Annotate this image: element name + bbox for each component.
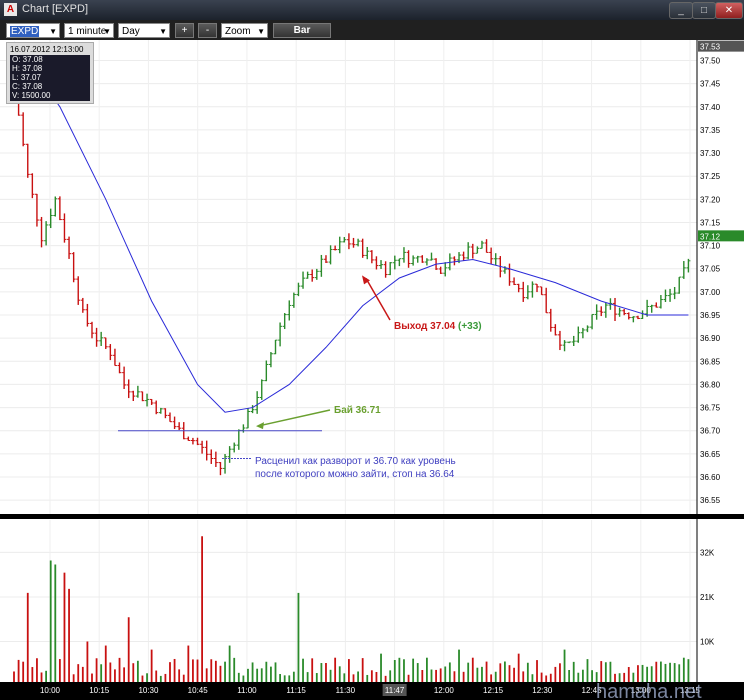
top-price-label: 37.53 bbox=[700, 43, 721, 52]
time-tick-label: 12:45 bbox=[582, 686, 603, 695]
chevron-down-icon: ▼ bbox=[49, 27, 57, 36]
ohlc-open: O: 37.08 bbox=[12, 55, 43, 64]
time-tick-label: 10:45 bbox=[188, 686, 209, 695]
price-tick-label: 36.90 bbox=[700, 334, 721, 343]
chart-type-button[interactable]: Bar bbox=[273, 23, 331, 38]
time-axis-bg bbox=[0, 682, 744, 700]
price-tick-label: 37.20 bbox=[700, 195, 721, 204]
time-tick-label: 10:15 bbox=[89, 686, 110, 695]
symbol-select[interactable]: EXPD ▼ bbox=[6, 23, 60, 38]
range-value: Day bbox=[122, 26, 140, 37]
volume-axis-bg bbox=[697, 519, 744, 682]
window-title: Chart [EXPD] bbox=[22, 3, 89, 15]
exit-arrow-head bbox=[362, 275, 370, 285]
time-tick-label: 11:15 bbox=[286, 686, 306, 695]
volume-tick-label: 32K bbox=[700, 548, 715, 557]
buy-arrow-head bbox=[256, 422, 264, 430]
symbol-value: EXPD bbox=[10, 26, 40, 37]
ohlc-volume: V: 1500.00 bbox=[12, 91, 51, 100]
chart-axes: 37.53 37.50 37.45 37.40 37.35 37.30 37.25 37.20… bbox=[0, 40, 744, 700]
ohlc-close: C: 37.08 bbox=[12, 82, 43, 91]
time-tick-label: 12:00 bbox=[434, 686, 455, 695]
price-tick-label: 37.25 bbox=[700, 172, 721, 181]
ohlc-date: 16.07.2012 12:13:00 bbox=[10, 45, 84, 54]
ohlc-tooltip: 16.07.2012 12:13:00 O: 37.08 H: 37.08 L:… bbox=[6, 42, 94, 104]
price-tick-label: 36.75 bbox=[700, 404, 721, 413]
price-tick-label: 36.65 bbox=[700, 450, 721, 459]
chart-toolbar: EXPD ▼ 1 minute ▼ Day ▼ + - Zoom ▼ Bar bbox=[0, 20, 744, 40]
zoom-out-button[interactable]: - bbox=[198, 23, 217, 38]
note-line-2: после которого можно зайти, стоп на 36.6… bbox=[255, 469, 455, 480]
time-tick-label: 11:00 bbox=[237, 686, 257, 695]
window-titlebar: A Chart [EXPD] _ □ ✕ bbox=[0, 0, 744, 21]
zoom-select[interactable]: Zoom ▼ bbox=[221, 23, 268, 38]
minimize-button[interactable]: _ bbox=[669, 2, 693, 19]
price-tick-label: 36.80 bbox=[700, 380, 721, 389]
chevron-down-icon: ▼ bbox=[159, 27, 167, 36]
price-tick-label: 37.35 bbox=[700, 126, 721, 135]
chart-annotations: Бай 36.71 Выход 37.04 (+33) Расценил как… bbox=[118, 275, 702, 700]
time-tick-label: 12:30 bbox=[532, 686, 553, 695]
exit-gain-label: (+33) bbox=[458, 321, 482, 332]
volume-tick-label: 10K bbox=[700, 638, 715, 647]
time-tick-label: 11:30 bbox=[336, 686, 356, 695]
price-tick-label: 37.30 bbox=[700, 149, 721, 158]
time-tick-label: 13:00 bbox=[631, 686, 652, 695]
time-tick-label: 10:00 bbox=[40, 686, 61, 695]
interval-select[interactable]: 1 minute ▼ bbox=[64, 23, 114, 38]
buy-annotation: Бай 36.71 bbox=[334, 405, 381, 416]
top-price-marker bbox=[698, 40, 744, 52]
moving-average-line bbox=[13, 41, 689, 413]
price-tick-label: 36.70 bbox=[700, 427, 721, 436]
volume-pane-bg bbox=[0, 519, 697, 682]
exit-arrow-line bbox=[365, 277, 391, 321]
exit-price-label: Выход 37.04 bbox=[394, 321, 456, 332]
price-tick-label: 37.50 bbox=[700, 57, 721, 66]
volume-pane bbox=[0, 519, 697, 682]
ohlc-high: H: 37.08 bbox=[12, 64, 43, 73]
price-tick-label: 37.05 bbox=[700, 265, 721, 274]
price-pane bbox=[0, 40, 697, 514]
price-chart[interactable]: 37.53 37.50 37.45 37.40 37.35 37.30 37.25 37.20… bbox=[0, 40, 744, 700]
price-tick-label: 36.55 bbox=[700, 496, 721, 505]
interval-value: 1 minute bbox=[68, 26, 107, 37]
maximize-button[interactable]: □ bbox=[692, 2, 716, 19]
note-line-1: Расценил как разворот и 36.70 как уровен… bbox=[255, 456, 456, 467]
price-axis-bg bbox=[697, 40, 744, 514]
exit-annotation: Выход 37.04 (+33) bbox=[394, 321, 482, 332]
price-tick-label: 37.00 bbox=[700, 288, 721, 297]
current-price-label: 37.12 bbox=[700, 232, 721, 241]
range-select[interactable]: Day ▼ bbox=[118, 23, 170, 38]
time-tick-label: 11:47 bbox=[385, 686, 405, 695]
chevron-down-icon: ▼ bbox=[103, 27, 111, 36]
app-icon: A bbox=[4, 3, 17, 16]
current-price-marker bbox=[698, 230, 744, 242]
ohlc-values: O: 37.08 H: 37.08 L: 37.07 C: 37.08 V: 1… bbox=[10, 55, 90, 101]
time-tick-label: 13:15 bbox=[680, 686, 701, 695]
time-tick-label: 12:15 bbox=[483, 686, 504, 695]
pane-divider bbox=[0, 514, 744, 519]
price-tick-label: 36.95 bbox=[700, 311, 721, 320]
price-tick-label: 37.10 bbox=[700, 242, 721, 251]
price-tick-label: 37.15 bbox=[700, 218, 721, 227]
volume-tick-label: 21K bbox=[700, 593, 715, 602]
price-tick-label: 36.60 bbox=[700, 473, 721, 482]
chevron-down-icon: ▼ bbox=[257, 27, 265, 36]
time-cursor-marker bbox=[382, 684, 407, 696]
ohlc-low: L: 37.07 bbox=[12, 73, 41, 82]
price-tick-label: 36.85 bbox=[700, 357, 721, 366]
price-tick-label: 37.45 bbox=[700, 80, 721, 89]
price-tick-label: 37.40 bbox=[700, 103, 721, 112]
close-button[interactable]: ✕ bbox=[715, 2, 743, 19]
time-tick-label: 10:30 bbox=[138, 686, 159, 695]
zoom-in-button[interactable]: + bbox=[175, 23, 194, 38]
zoom-value: Zoom bbox=[225, 26, 251, 37]
price-pane-bg bbox=[0, 40, 697, 514]
buy-arrow-line bbox=[257, 409, 331, 427]
watermark: hamaha.net bbox=[596, 681, 702, 700]
